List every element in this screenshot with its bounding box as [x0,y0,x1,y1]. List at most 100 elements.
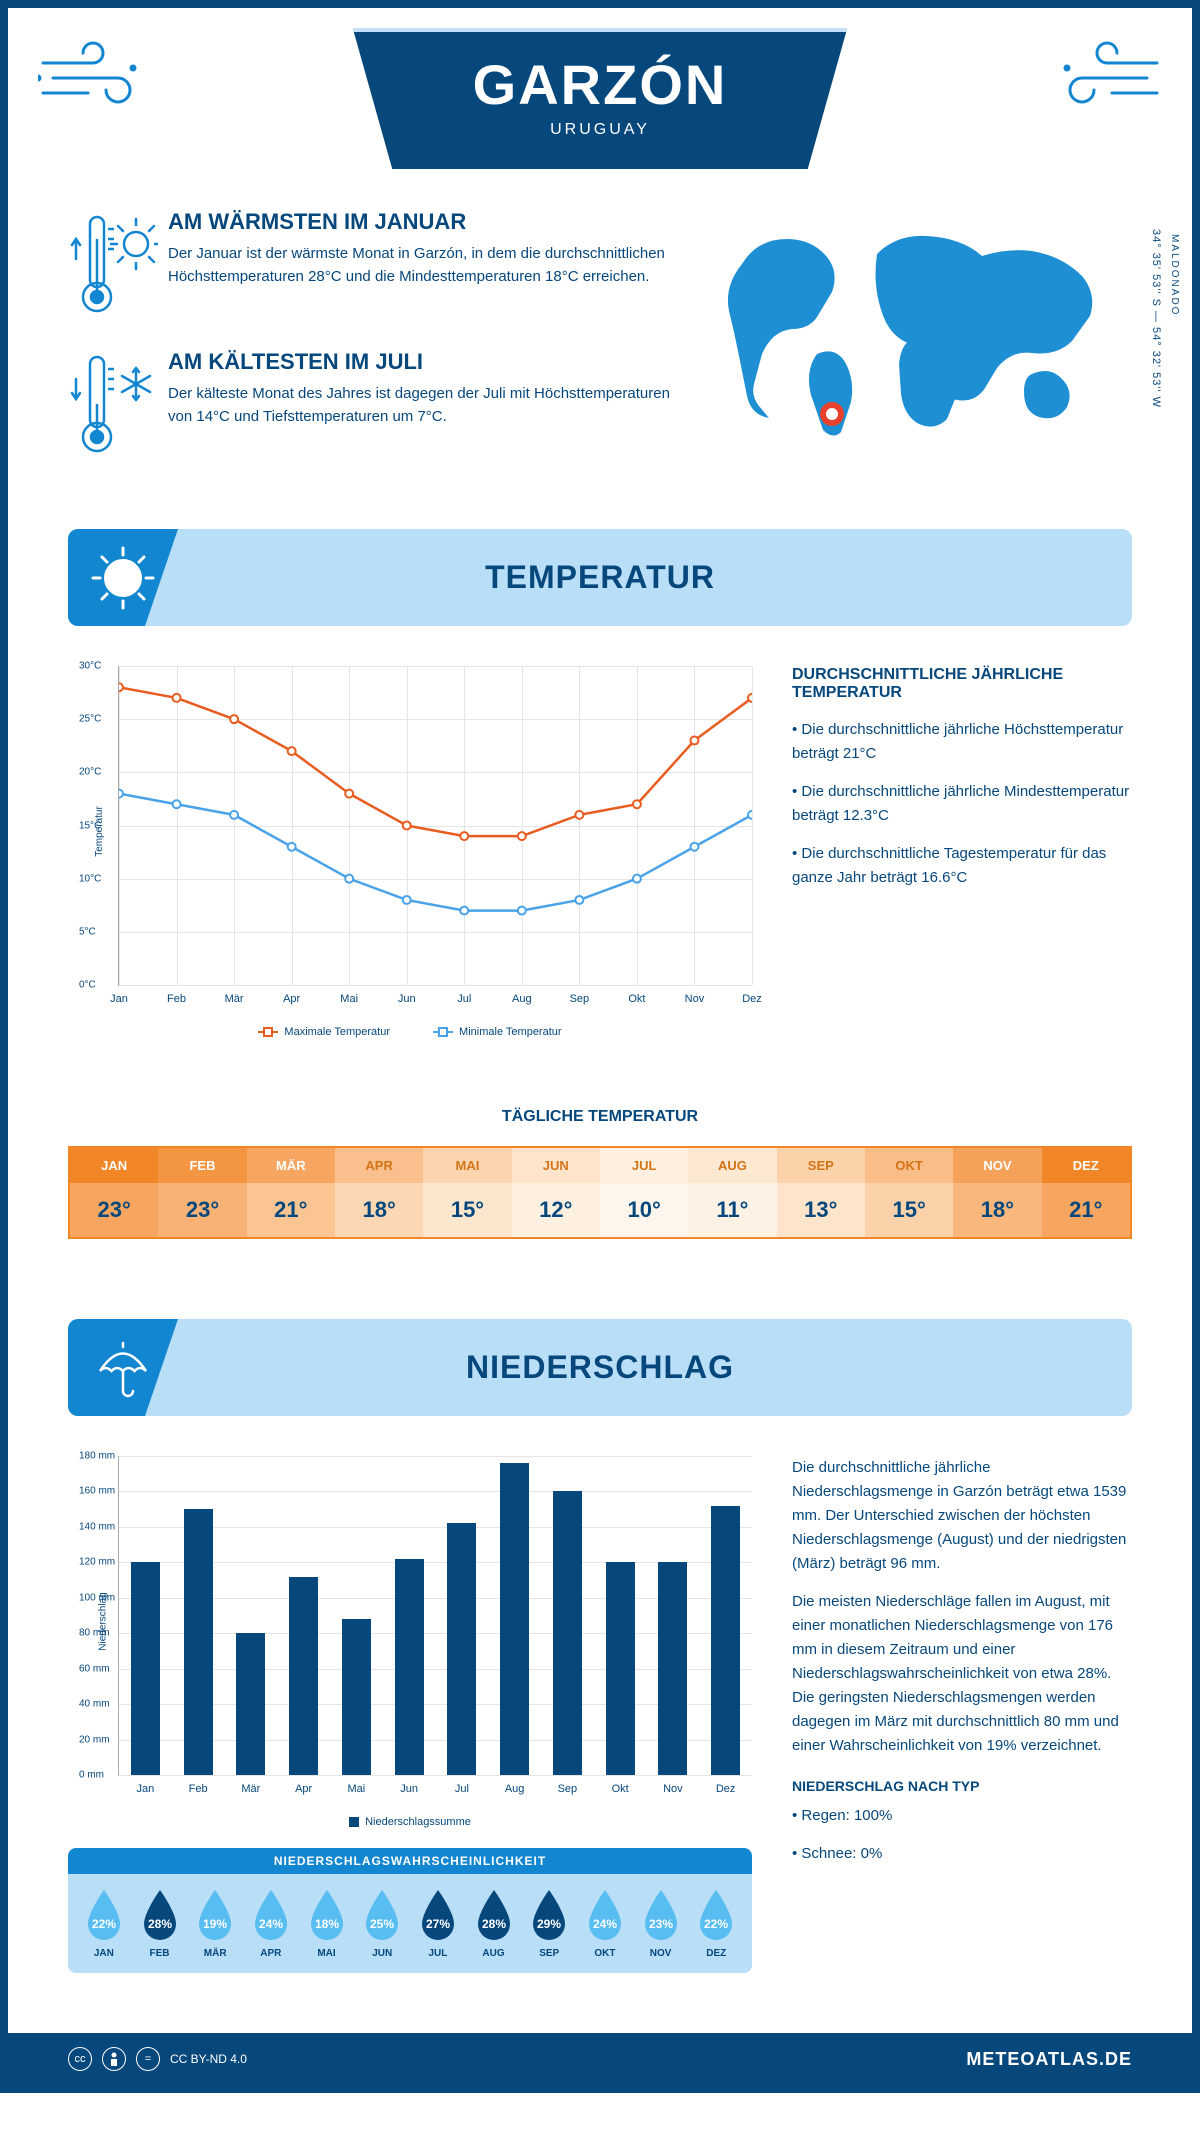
warmest-block: AM WÄRMSTEN IM JANUAR Der Januar ist der… [68,209,682,319]
precip-prob-col: 29%SEP [521,1888,577,1959]
umbrella-icon [68,1319,178,1416]
svg-text:22%: 22% [92,1917,116,1931]
daily-temp-col: APR18° [335,1148,423,1237]
precip-section-header: NIEDERSCHLAG [68,1319,1132,1416]
precip-bar [606,1562,635,1775]
license-text: CC BY-ND 4.0 [170,2052,247,2066]
precip-prob-col: 25%JUN [354,1888,410,1959]
daily-temp-col: FEB23° [158,1148,246,1237]
svg-text:29%: 29% [537,1917,561,1931]
precip-legend: Niederschlagssumme [68,1816,752,1828]
precip-bar [395,1559,424,1775]
precip-prob-col: 27%JUL [410,1888,466,1959]
precip-type-title: NIEDERSCHLAG NACH TYP [792,1778,1132,1794]
intro-section: AM WÄRMSTEN IM JANUAR Der Januar ist der… [8,179,1192,529]
svg-text:22%: 22% [704,1917,728,1931]
thermometer-snow-icon [68,349,148,459]
title-banner: GARZÓN URUGUAY [353,28,848,169]
svg-text:24%: 24% [259,1917,283,1931]
precip-prob-col: 24%OKT [577,1888,633,1959]
thermometer-sun-icon [68,209,148,319]
daily-temp-title: TÄGLICHE TEMPERATUR [8,1108,1192,1126]
footer: cc = CC BY-ND 4.0 METEOATLAS.DE [8,2033,1192,2085]
region-label: MALDONADO [1169,234,1180,316]
header: GARZÓN URUGUAY [8,8,1192,179]
temp-info-title: DURCHSCHNITTLICHE JÄHRLICHE TEMPERATUR [792,666,1132,702]
precip-chart-section: Niederschlag 0 mm20 mm40 mm60 mm80 mm100… [8,1416,1192,2033]
daily-temp-col: JUL10° [600,1148,688,1237]
precip-title: NIEDERSCHLAG [466,1349,734,1385]
daily-temp-col: MAI15° [423,1148,511,1237]
precip-info-p1: Die durchschnittliche jährliche Niedersc… [792,1456,1132,1576]
temp-line-chart: Temperatur 0°C5°C10°C15°C20°C25°C30°CJan… [118,666,752,986]
precip-prob-col: 22%DEZ [688,1888,744,1959]
daily-temp-table: JAN23°FEB23°MÄR21°APR18°MAI15°JUN12°JUL1… [68,1146,1132,1239]
precip-prob-col: 18%MAI [299,1888,355,1959]
svg-text:18%: 18% [315,1917,339,1931]
svg-text:28%: 28% [147,1917,171,1931]
svg-text:27%: 27% [426,1917,450,1931]
svg-text:25%: 25% [370,1917,394,1931]
temp-section-header: TEMPERATUR [68,529,1132,626]
by-icon [102,2047,126,2071]
precip-bar [184,1509,213,1775]
precip-prob-col: 19%MÄR [187,1888,243,1959]
precip-type-bullet: • Regen: 100% [792,1804,1132,1828]
site-name: METEOATLAS.DE [966,2049,1132,2070]
wind-icon [1052,38,1162,118]
legend-max: Maximale Temperatur [284,1026,390,1038]
daily-temp-col: JUN12° [512,1148,600,1237]
precip-prob-col: 28%AUG [466,1888,522,1959]
precip-info: Die durchschnittliche jährliche Niedersc… [792,1456,1132,1993]
svg-text:24%: 24% [593,1917,617,1931]
daily-temp-col: OKT15° [865,1148,953,1237]
daily-temp-col: SEP13° [777,1148,865,1237]
precip-bar [500,1463,529,1775]
precip-legend-label: Niederschlagssumme [365,1816,471,1828]
city-title: GARZÓN [473,52,728,117]
temp-info-bullet: • Die durchschnittliche Tagestemperatur … [792,842,1132,890]
precip-type-bullet: • Schnee: 0% [792,1842,1132,1866]
precip-bar [658,1562,687,1775]
daily-temp-col: DEZ21° [1042,1148,1130,1237]
precip-bar [131,1562,160,1775]
temp-info-bullet: • Die durchschnittliche jährliche Höchst… [792,718,1132,766]
world-map: MALDONADO 34° 35' 53'' S — 54° 32' 53'' … [712,209,1132,489]
coldest-title: AM KÄLTESTEN IM JULI [168,349,682,375]
coldest-text: Der kälteste Monat des Jahres ist dagege… [168,383,682,428]
temp-title: TEMPERATUR [485,559,715,595]
temp-legend: Maximale Temperatur Minimale Temperatur [68,1026,752,1038]
precip-prob-col: 28%FEB [132,1888,188,1959]
temp-y-axis-label: Temperatur [94,806,105,857]
daily-temp-col: AUG11° [688,1148,776,1237]
precip-bar [447,1523,476,1775]
precip-prob-col: 24%APR [243,1888,299,1959]
country-subtitle: URUGUAY [473,121,728,139]
precip-prob-col: 23%NOV [633,1888,689,1959]
daily-temp-col: NOV18° [953,1148,1041,1237]
temp-chart-section: Temperatur 0°C5°C10°C15°C20°C25°C30°CJan… [8,626,1192,1078]
coldest-block: AM KÄLTESTEN IM JULI Der kälteste Monat … [68,349,682,459]
precip-bar-chart: Niederschlag 0 mm20 mm40 mm60 mm80 mm100… [118,1456,752,1776]
precip-info-p2: Die meisten Niederschläge fallen im Augu… [792,1590,1132,1758]
precip-bar [342,1619,371,1775]
cc-icon: cc [68,2047,92,2071]
precip-bar [289,1577,318,1775]
temp-info: DURCHSCHNITTLICHE JÄHRLICHE TEMPERATUR •… [792,666,1132,1038]
coordinates: 34° 35' 53'' S — 54° 32' 53'' W [1150,229,1162,408]
precip-bar [236,1633,265,1775]
precip-bar [711,1506,740,1775]
daily-temp-col: MÄR21° [247,1148,335,1237]
precip-prob-title: NIEDERSCHLAGSWAHRSCHEINLICHKEIT [68,1848,752,1874]
precip-probability-panel: NIEDERSCHLAGSWAHRSCHEINLICHKEIT 22%JAN28… [68,1848,752,1973]
svg-text:28%: 28% [482,1917,506,1931]
precip-prob-col: 22%JAN [76,1888,132,1959]
daily-temp-col: JAN23° [70,1148,158,1237]
legend-min: Minimale Temperatur [459,1026,562,1038]
sun-icon [68,529,178,626]
temp-info-bullet: • Die durchschnittliche jährliche Mindes… [792,780,1132,828]
warmest-title: AM WÄRMSTEN IM JANUAR [168,209,682,235]
svg-text:23%: 23% [649,1917,673,1931]
nd-icon: = [136,2047,160,2071]
wind-icon [38,38,148,118]
